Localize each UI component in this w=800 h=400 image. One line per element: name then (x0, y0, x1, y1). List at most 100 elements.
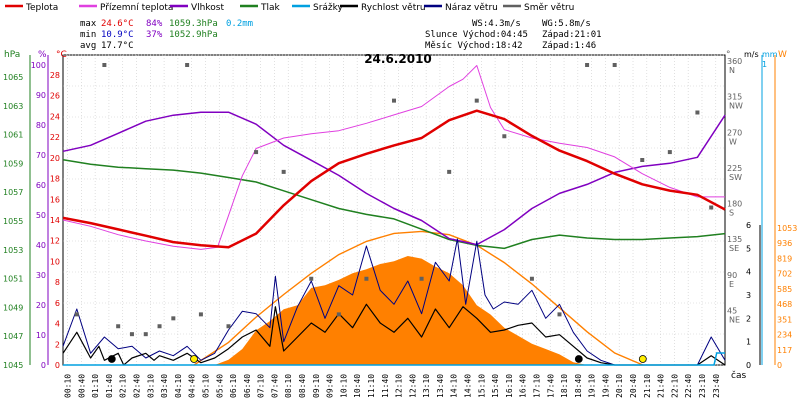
axis-tick-time: 07:10 (257, 374, 266, 398)
axis-tick-w: 117 (777, 346, 792, 355)
wind-direction-point (667, 150, 672, 155)
axis-unit-c: °C (56, 50, 67, 60)
axis-tick-time: 02:10 (119, 374, 128, 398)
series-line-teplota (62, 109, 726, 249)
axis-tick-hpa: 1057 (3, 188, 23, 197)
axis-tick-dir: W (729, 137, 737, 146)
legend-label-srazky: Srážky (313, 3, 344, 13)
axis-tick-time: 03:40 (160, 374, 169, 398)
wind-direction-point (74, 312, 79, 317)
moon-rise-marker (574, 355, 583, 363)
axis-unit-ms: m/s (744, 50, 759, 59)
axis-tick-time: 05:40 (215, 374, 224, 398)
axis-tick-c: 28 (50, 71, 60, 80)
axis-tick-time: 13:10 (422, 374, 431, 398)
axis-tick-time: 17:10 (533, 374, 542, 398)
axis-tick-ms: 3 (746, 291, 751, 300)
wind-direction-point (309, 276, 314, 281)
axis-tick-time: 14:10 (450, 374, 459, 398)
axis-tick-pct: 90 (36, 91, 46, 100)
axis-tick-time: 10:40 (353, 374, 362, 398)
stats-moon-set: Západ:1:46 (542, 41, 596, 51)
wind-direction-point (116, 324, 121, 329)
axis-tick-w: 1053 (777, 224, 797, 233)
wind-direction-point (185, 63, 190, 67)
axis-tick-w: 702 (777, 270, 792, 279)
stats-sun: Slunce Východ:04:45 (425, 30, 528, 40)
axis-tick-c: 10 (50, 257, 60, 266)
stats-avg-label: avg (80, 41, 96, 51)
legend-label-rychlost: Rychlost větru (361, 3, 426, 13)
axis-tick-pct: 0 (41, 361, 46, 370)
axis-tick-c: 20 (50, 154, 60, 163)
axis-tick-c: 4 (55, 320, 60, 329)
axis-tick-time: 23:10 (698, 374, 707, 398)
series-lines (62, 65, 726, 366)
axis-tick-time: 00:40 (77, 374, 86, 398)
wind-direction-point (612, 63, 617, 67)
left-axes: 1065106310611059105710551053105110491047… (3, 55, 60, 370)
axis-tick-time: 00:10 (64, 374, 73, 398)
axis-tick-w: 936 (777, 239, 792, 248)
series-area-radiation (63, 256, 725, 365)
radiation-layer (63, 230, 725, 366)
axis-tick-hpa: 1055 (3, 217, 23, 226)
axis-tick-ms: 1 (746, 338, 751, 347)
axis-tick-dir: N (729, 66, 735, 75)
axis-tick-deg: 360 (727, 57, 742, 66)
axis-tick-hpa: 1065 (3, 73, 23, 82)
axis-unit-hpa: hPa (4, 50, 20, 60)
wind-direction-point (336, 312, 341, 317)
wind-direction-point (529, 276, 534, 281)
axis-tick-pct: 80 (36, 121, 46, 130)
wind-direction-point (695, 110, 700, 115)
axis-unit-pct: % (38, 50, 47, 60)
axis-tick-dir: E (729, 280, 734, 289)
axis-tick-ms: 4 (746, 268, 751, 277)
wind-direction-point (640, 158, 645, 162)
axis-tick-dir: SE (729, 244, 739, 253)
axis-tick-c: 18 (50, 175, 60, 184)
axis-tick-time: 16:40 (519, 374, 528, 398)
axis-tick-deg: 315 (727, 93, 742, 102)
axis-tick-time: 12:10 (395, 374, 404, 398)
stats-max-label: max (80, 19, 97, 29)
axis-unit-deg: ° (726, 50, 731, 60)
axis-unit-mm: mm (762, 50, 778, 59)
axis-tick-time: 22:40 (684, 374, 693, 398)
series-line-prizemni (62, 65, 725, 250)
axis-tick-time: 03:10 (146, 374, 155, 398)
wind-direction-point (171, 316, 176, 321)
axis-tick-w: 0 (777, 361, 782, 370)
axis-tick-c: 2 (55, 340, 60, 349)
axis-tick-time: 01:10 (91, 374, 100, 398)
axis-tick-w: 351 (777, 315, 792, 324)
axis-tick-time: 06:10 (229, 374, 238, 398)
axis-tick-deg: 45 (727, 306, 737, 315)
axis-tick-pct: 70 (36, 151, 46, 160)
axis-tick-w: 585 (777, 285, 792, 294)
axis-tick-deg: 270 (727, 128, 742, 137)
axis-tick-time: 16:10 (505, 374, 514, 398)
wind-direction-points (74, 63, 714, 337)
axis-tick-time: 15:10 (477, 374, 486, 398)
axis-tick-time: 02:40 (133, 374, 142, 398)
moon-set-marker (107, 355, 116, 363)
wind-direction-point (157, 324, 162, 329)
axis-tick-hpa: 1045 (3, 361, 23, 370)
axis-tick-time: 05:10 (202, 374, 211, 398)
axis-tick-time: 21:40 (657, 374, 666, 398)
axis-tick-dir: NW (729, 102, 743, 111)
axis-tick-time: 18:40 (574, 374, 583, 398)
wind-direction-point (557, 312, 562, 317)
wind-direction-point (419, 276, 424, 281)
wind-direction-point (198, 312, 203, 317)
axis-tick-dir: S (729, 209, 734, 218)
stats-moon: Měsíc Východ:18:42 (425, 41, 523, 51)
axis-tick-pct: 60 (36, 181, 46, 190)
axis-tick-time: 09:10 (312, 374, 321, 398)
axis-tick-c: 8 (55, 278, 60, 287)
axis-tick-w: 819 (777, 254, 792, 263)
axis-tick-time: 23:40 (712, 374, 721, 398)
